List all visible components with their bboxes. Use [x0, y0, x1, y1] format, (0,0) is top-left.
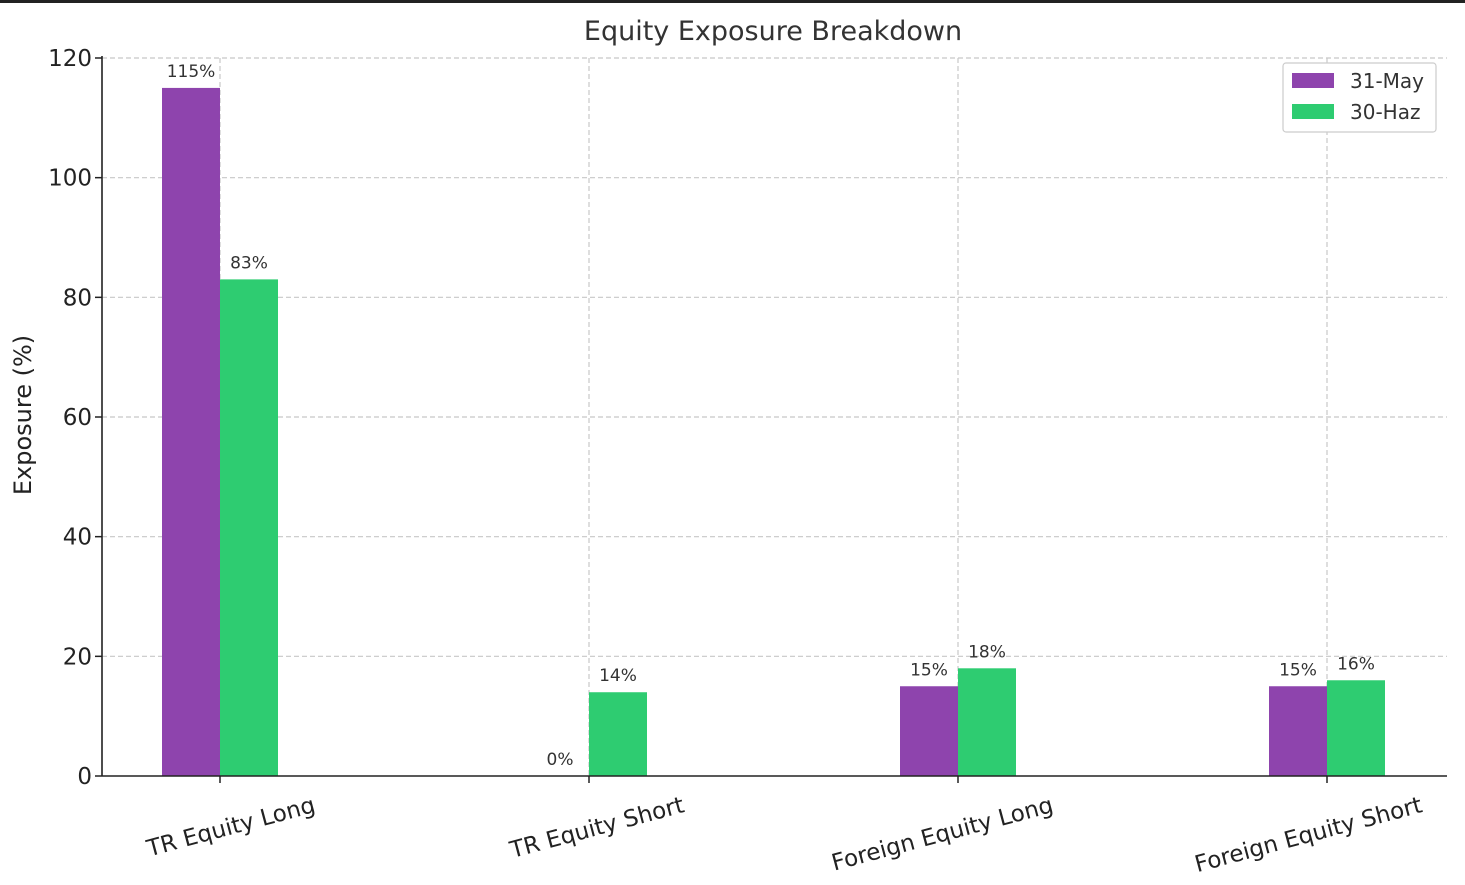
legend-swatch-31-May [1292, 73, 1334, 88]
legend-swatch-30-Haz [1292, 104, 1334, 119]
legend: 31-May 30-Haz [1282, 62, 1437, 133]
y-tick-label-80: 80 [63, 285, 92, 311]
gridlines [102, 57, 1447, 776]
y-tick-label-20: 20 [63, 644, 92, 670]
top-border [0, 0, 1465, 3]
bar-31-May-0 [162, 87, 220, 776]
legend-label-30-Haz: 30-Haz [1350, 100, 1420, 124]
x-tick-label-0: TR Equity Long [143, 792, 318, 862]
data-label-30-Haz-1: 14% [599, 666, 637, 686]
data-label-30-Haz-3: 16% [1337, 654, 1375, 674]
bar-30-Haz-1 [589, 692, 647, 776]
chart-title: Equity Exposure Breakdown [584, 16, 962, 47]
y-tick-label-40: 40 [63, 525, 92, 551]
x-tick-label-1: TR Equity Short [506, 792, 687, 864]
data-label-31-May-3: 15% [1279, 660, 1317, 680]
data-label-31-May-0: 115% [167, 62, 216, 82]
data-label-30-Haz-2: 18% [968, 642, 1006, 662]
data-label-31-May-1: 0% [547, 750, 574, 770]
bars [162, 87, 1385, 776]
y-tick-label-0: 0 [77, 764, 92, 790]
bar-30-Haz-0 [220, 279, 278, 776]
y-tick-label-100: 100 [48, 166, 92, 192]
data-label-31-May-2: 15% [910, 660, 948, 680]
axes [101, 56, 1447, 777]
y-axis-ticks: 0 20 40 60 80 100 120 [48, 46, 102, 790]
bar-31-May-3 [1269, 686, 1327, 776]
y-tick-label-60: 60 [63, 405, 92, 431]
data-label-30-Haz-0: 83% [230, 253, 268, 273]
bar-30-Haz-2 [958, 668, 1016, 776]
legend-label-31-May: 31-May [1350, 69, 1424, 93]
x-tick-label-3: Foreign Equity Short [1192, 792, 1425, 878]
bar-30-Haz-3 [1327, 680, 1385, 776]
y-tick-label-120: 120 [48, 46, 92, 72]
y-axis-label: Exposure (%) [9, 335, 37, 495]
x-tick-label-2: Foreign Equity Long [829, 792, 1056, 876]
bar-31-May-2 [900, 686, 958, 776]
data-labels: 115% 0% 15% 15% 83% 14% 18% 16% [167, 62, 1375, 770]
x-axis-ticks: TR Equity Long TR Equity Short Foreign Equ… [143, 776, 1425, 878]
